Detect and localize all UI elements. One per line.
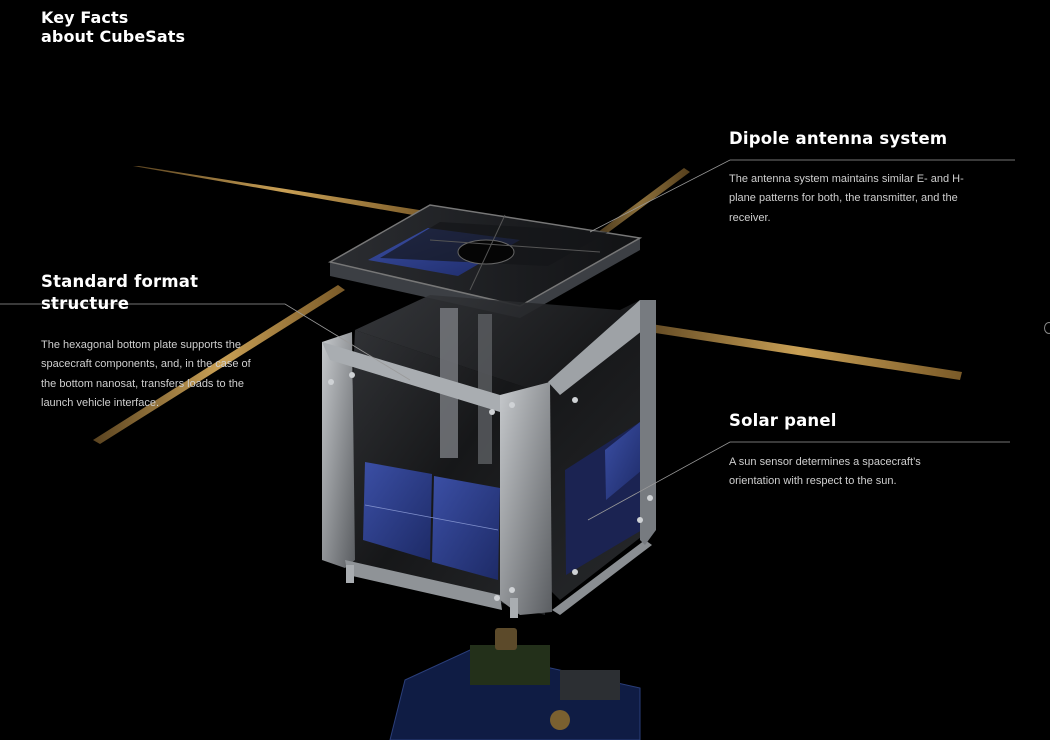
callout-solar-panel: Solar panel A sun sensor determines a sp… [729, 410, 989, 492]
callout-heading: Standard format structure [41, 272, 199, 313]
callout-body: The antenna system maintains similar E- … [729, 173, 964, 224]
solar-panel-side [565, 422, 642, 575]
page-title: Key Facts about CubeSats [41, 8, 186, 46]
circuit-board [389, 628, 641, 740]
carousel-indicator-icon[interactable] [1044, 322, 1050, 334]
leader-lines [0, 159, 1015, 521]
solar-panel-front [363, 462, 500, 580]
callout-body: The hexagonal bottom plate supports the … [41, 339, 251, 409]
callout-dipole-antenna: Dipole antenna system The antenna system… [729, 128, 989, 228]
top-plate [327, 204, 643, 318]
callout-standard-structure: Standard format structure The hexagonal … [41, 271, 271, 413]
callout-heading: Solar panel [729, 411, 837, 430]
callout-body: A sun sensor determines a spacecraft’s o… [729, 456, 921, 488]
cube-frame [322, 295, 656, 618]
callout-heading: Dipole antenna system [729, 129, 948, 148]
dipole-antenna [93, 166, 962, 444]
